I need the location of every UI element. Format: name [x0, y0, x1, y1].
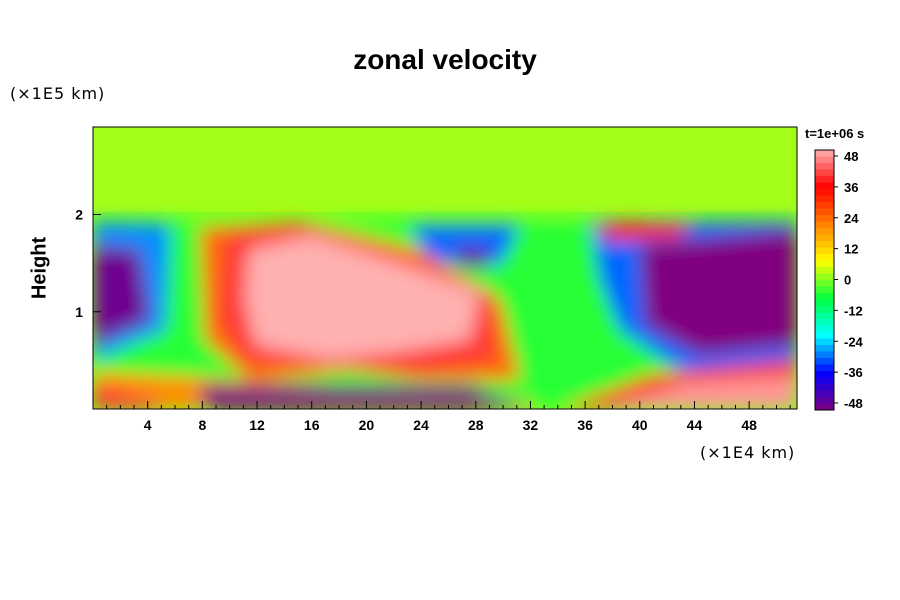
time-label: t=1e+06 s [805, 126, 865, 141]
colorbar-band [815, 390, 834, 398]
y-unit-label: (×1E5 km) [10, 84, 106, 103]
colorbar-band [815, 202, 834, 209]
colorbar-band [815, 397, 834, 404]
x-tick-label: 40 [632, 417, 648, 433]
upper-layer [93, 127, 797, 212]
lower-layer [93, 222, 797, 409]
colorbar-band [815, 163, 834, 170]
colorbar-band [815, 260, 834, 268]
x-tick-label: 44 [687, 417, 703, 433]
colorbar-band [815, 189, 834, 196]
east-purple-core [640, 230, 797, 355]
bottom-purple-layer [200, 385, 530, 409]
colorbar-band [815, 299, 834, 307]
colorbar-band [815, 293, 834, 300]
x-tick-label: 4 [144, 417, 152, 433]
colorbar-band [815, 371, 834, 378]
colorbar-band [815, 312, 834, 320]
colorbar-band [815, 228, 834, 235]
colorbar-band [815, 403, 834, 411]
x-tick-label: 48 [741, 417, 757, 433]
colorbar-band [815, 221, 834, 229]
colorbar-tick-label: -36 [844, 365, 863, 380]
x-tick-label: 28 [468, 417, 484, 433]
west-purple-core [93, 245, 150, 345]
y-tick-label: 1 [75, 304, 83, 320]
east-wind-core [245, 235, 480, 360]
x-tick-label: 36 [577, 417, 593, 433]
mid-blue-eddy [410, 225, 520, 265]
colorbar-band [815, 332, 834, 339]
y-tick-label: 2 [75, 207, 83, 223]
colorbar-band [815, 254, 834, 261]
x-tick-label: 12 [249, 417, 265, 433]
x-tick-label: 24 [413, 417, 429, 433]
colorbar-band [815, 247, 834, 255]
x-tick-label: 16 [304, 417, 320, 433]
chart-title: zonal velocity [353, 44, 537, 75]
colorbar-band [815, 325, 834, 333]
colorbar-band [815, 234, 834, 242]
colorbar-band [815, 338, 834, 346]
bottom-east-core [600, 376, 797, 409]
colorbar-band [815, 208, 834, 216]
colorbar-band [815, 215, 834, 222]
colorbar-band [815, 319, 834, 326]
colorbar-tick-label: 12 [844, 242, 858, 257]
colorbar-band [815, 306, 834, 313]
colorbar-band [815, 150, 834, 157]
colorbar-tick-label: -24 [844, 334, 864, 349]
colorbar-band [815, 169, 834, 177]
colorbar-band [815, 358, 834, 365]
colorbar-band [815, 176, 834, 183]
colorbar-band [815, 182, 834, 190]
colorbar-tick-label: -48 [844, 396, 863, 411]
colorbar-tick-label: 24 [844, 211, 859, 226]
colorbar-band [815, 377, 834, 385]
colorbar: 48 36 24 12 0 -12 -24 -36 -48 [814, 149, 864, 411]
colorbar-band [815, 273, 834, 281]
colorbar-band [815, 241, 834, 248]
colorbar-band [815, 286, 834, 294]
colorbar-tick-label: 0 [844, 273, 851, 288]
colorbar-band [815, 351, 834, 359]
colorbar-band [815, 384, 834, 391]
contour-field [93, 127, 797, 409]
x-tick-label: 20 [359, 417, 375, 433]
right-upper-jet [595, 222, 690, 240]
colorbar-band [815, 267, 834, 274]
colorbar-band [815, 156, 834, 164]
x-tick-label: 32 [523, 417, 539, 433]
mid-purple-eddy [455, 248, 490, 268]
colorbar-tick-label: 48 [844, 149, 858, 164]
x-unit-label: (×1E4 km) [700, 443, 796, 462]
x-tick-label: 8 [198, 417, 206, 433]
colorbar-tick-label: -12 [844, 303, 863, 318]
colorbar-band [815, 280, 834, 287]
colorbar-band [815, 195, 834, 203]
colorbar-tick-label: 36 [844, 180, 858, 195]
colorbar-band [815, 364, 834, 372]
plot-frame [92, 126, 798, 410]
bottom-west-core [93, 385, 165, 409]
colorbar-band [815, 345, 834, 352]
